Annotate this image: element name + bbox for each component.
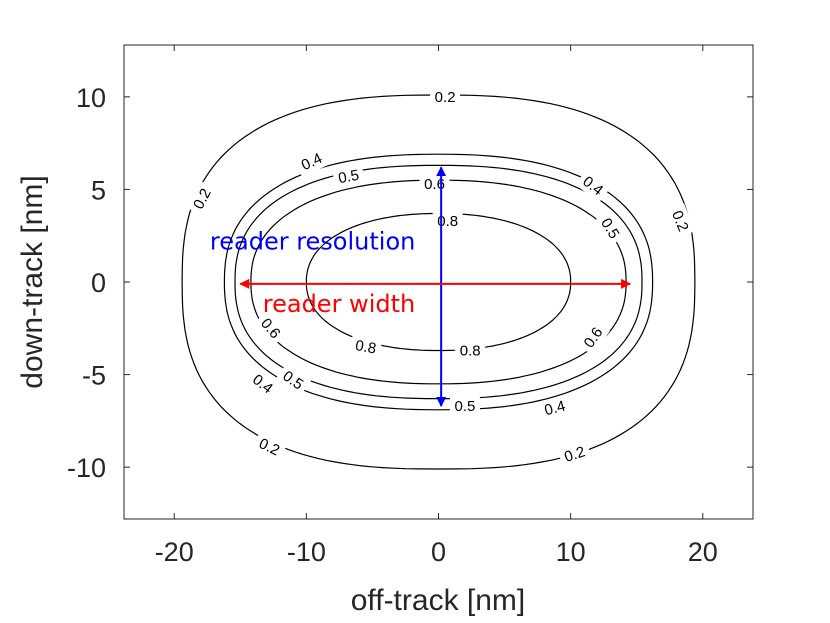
contour-label-0.2: 0.2 <box>430 86 461 107</box>
contour-label-0.8: 0.8 <box>349 334 383 360</box>
y-tick-label: 5 <box>91 175 106 205</box>
plot-area <box>123 44 754 520</box>
axis-ticks: -20 -10 0 10 20 10 5 0 -5 -10 <box>67 45 753 567</box>
svg-text:0.5: 0.5 <box>454 398 475 415</box>
y-tick-label: 0 <box>91 268 106 298</box>
contour-label-0.2: 0.2 <box>665 203 696 239</box>
x-tick-label: -20 <box>155 537 194 567</box>
contour-line-0.5 <box>234 164 643 400</box>
svg-text:0.8: 0.8 <box>460 343 481 360</box>
reader-resolution-annotation: reader resolution <box>210 227 415 255</box>
svg-text:0.2: 0.2 <box>668 208 692 234</box>
contour-label-0.8: 0.8 <box>455 340 486 361</box>
svg-text:0.2: 0.2 <box>435 89 456 106</box>
x-tick-label: 20 <box>688 537 718 567</box>
y-tick-label: 10 <box>76 83 106 113</box>
annotations: reader resolution reader width <box>210 166 632 408</box>
x-axis-label: off-track [nm] <box>351 584 526 617</box>
contour-label-0.5: 0.5 <box>332 164 366 189</box>
contour-label-0.4: 0.4 <box>537 394 572 422</box>
contour-line-0.4 <box>223 153 654 411</box>
contour-label-0.8: 0.8 <box>432 210 463 231</box>
y-tick-label: -10 <box>67 453 106 483</box>
svg-text:0.2: 0.2 <box>562 443 587 466</box>
contour-label-0.5: 0.5 <box>449 396 480 417</box>
svg-text:0.4: 0.4 <box>543 397 568 419</box>
contour-label-0.6: 0.6 <box>419 173 450 194</box>
contour-label-0.2: 0.2 <box>557 440 592 469</box>
y-axis-label: down-track [nm] <box>16 175 49 388</box>
svg-text:0.5: 0.5 <box>337 167 360 187</box>
x-tick-label: -10 <box>287 537 326 567</box>
contour-line-0.2 <box>181 94 696 470</box>
reader-width-annotation: reader width <box>263 290 415 318</box>
x-tick-label: 10 <box>556 537 586 567</box>
x-tick-label: 0 <box>431 537 446 567</box>
y-tick-label: -5 <box>82 361 106 391</box>
svg-text:0.8: 0.8 <box>354 337 377 357</box>
contour-labels: 0.20.20.20.2 0.20.40.40.40.40.50.50.50.50… <box>186 86 696 469</box>
